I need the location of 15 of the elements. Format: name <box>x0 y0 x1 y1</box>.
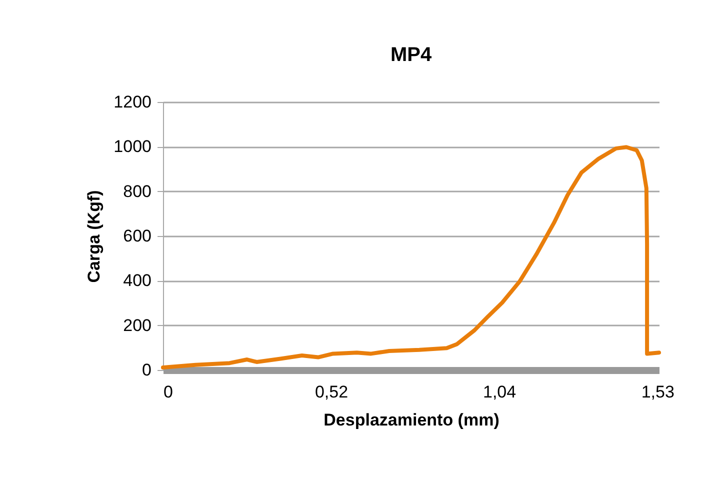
x-tick-label: 1,04 <box>483 382 516 402</box>
x-axis-title: Desplazamiento (mm) <box>324 410 500 430</box>
x-tick-label: 0,52 <box>314 382 348 402</box>
y-tick-label: 200 <box>123 316 152 335</box>
y-tick-label: 600 <box>123 226 152 246</box>
y-tick-label: 1000 <box>114 137 152 156</box>
x-tick-label: 0 <box>164 382 173 402</box>
x-tick-label: 1,53 <box>641 382 674 402</box>
line-series <box>161 145 661 370</box>
chart-title: MP4 <box>390 44 432 66</box>
y-tick-label: 800 <box>123 182 152 201</box>
y-tick-label: 1200 <box>114 92 152 112</box>
y-tick-label: 400 <box>123 271 152 290</box>
y-tick-label: 0 <box>142 360 152 380</box>
y-axis-title: Carga (Kgf) <box>84 190 104 283</box>
